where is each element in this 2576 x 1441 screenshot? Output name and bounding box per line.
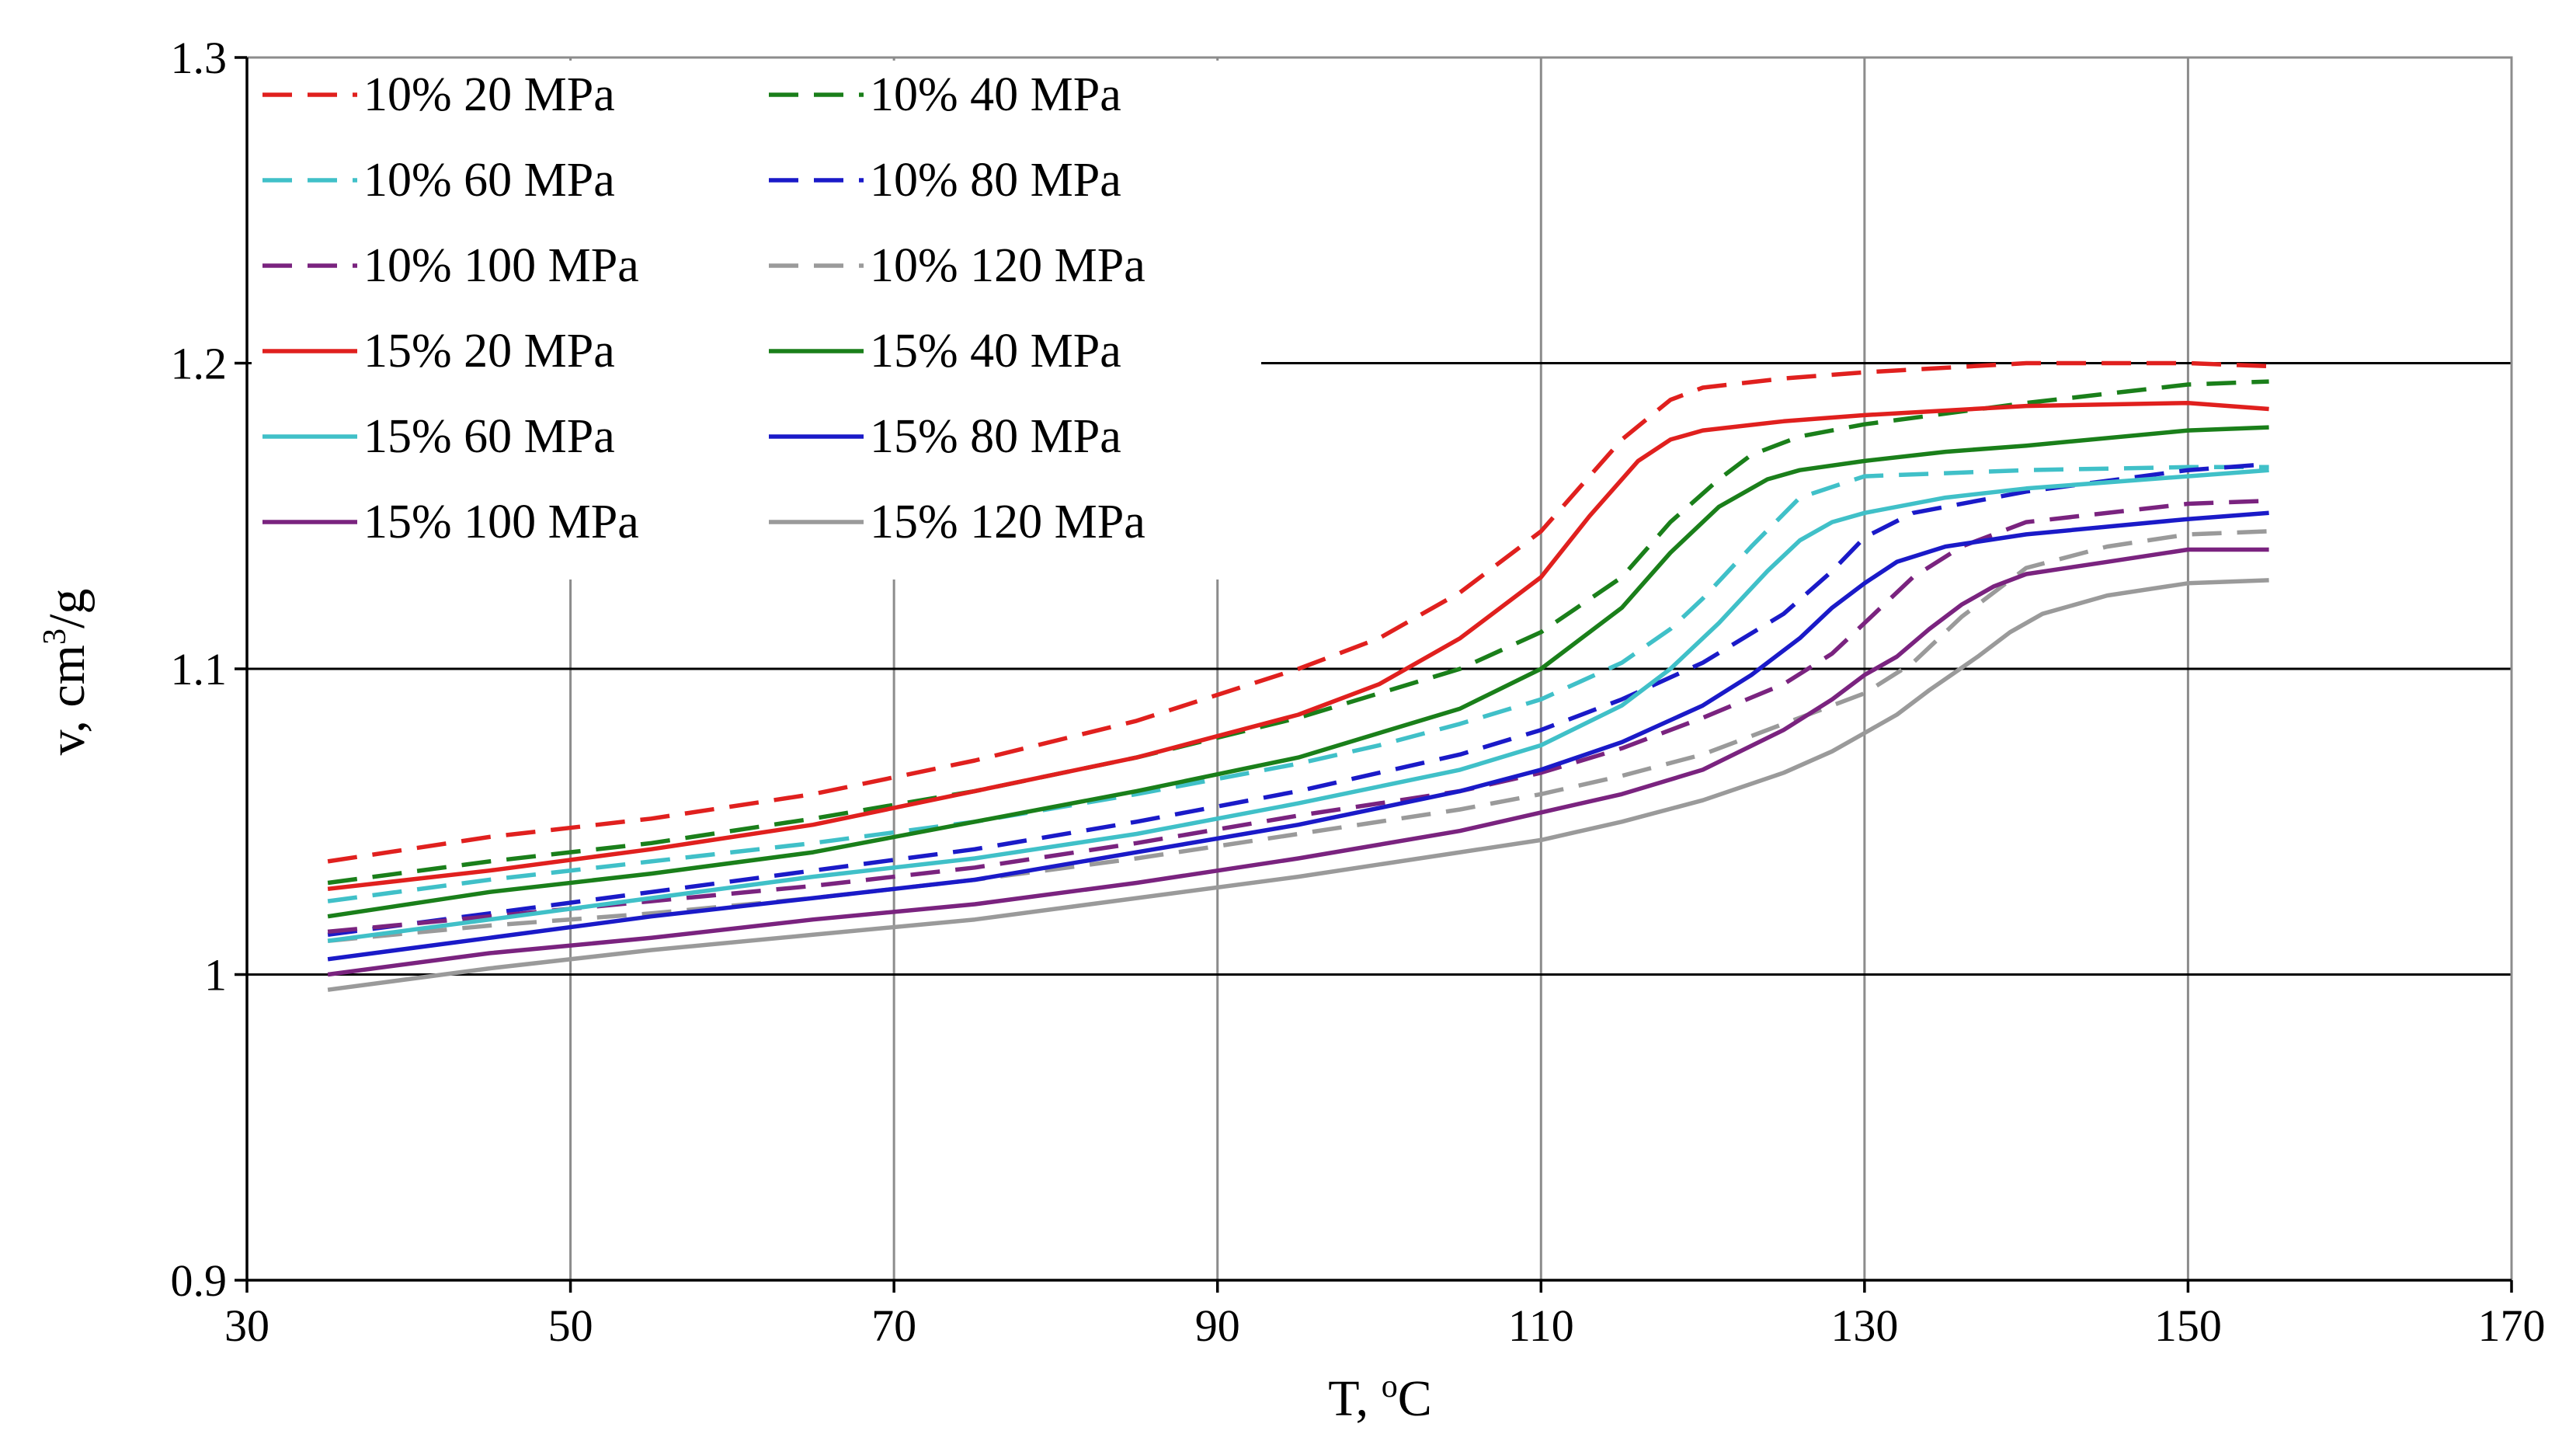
legend: 10% 20 MPa 10% 40 MPa 10% 60 MPa 10% 80 MPa… xyxy=(252,61,1261,580)
x-axis-title: T, oC xyxy=(1328,1369,1431,1427)
x-tick-label: 110 xyxy=(1508,1300,1574,1351)
series-line-5 xyxy=(327,529,2269,943)
x-tick-label: 90 xyxy=(1195,1300,1240,1351)
x-tick-label: 150 xyxy=(2154,1300,2222,1351)
legend-label: 10% 20 MPa xyxy=(363,68,615,121)
legend-label: 15% 40 MPa xyxy=(870,325,1121,378)
y-tick-label: 0.9 xyxy=(171,1255,228,1306)
x-tick-label: 130 xyxy=(1830,1300,1898,1351)
x-tick-label: 70 xyxy=(871,1300,916,1351)
series-line-8 xyxy=(327,468,2269,943)
plot-series xyxy=(327,360,2269,992)
series-line-2 xyxy=(327,465,2269,903)
series-line-7 xyxy=(327,425,2269,919)
legend-label: 15% 20 MPa xyxy=(363,325,615,378)
y-tick-label: 1.3 xyxy=(171,33,228,83)
legend-label: 10% 60 MPa xyxy=(363,154,615,207)
axes: 0.9 1 1.1 1.2 1.3 30 50 70 90 110 130 150 170 xyxy=(171,33,2546,1351)
series-line-0 xyxy=(327,360,2269,864)
y-tick-label: 1.1 xyxy=(171,644,228,694)
x-tick-label: 50 xyxy=(548,1300,593,1351)
legend-label: 10% 40 MPa xyxy=(870,68,1121,121)
legend-label: 10% 100 MPa xyxy=(363,239,639,292)
legend-label: 10% 120 MPa xyxy=(870,239,1145,292)
legend-label: 15% 80 MPa xyxy=(870,410,1121,463)
series-line-1 xyxy=(327,379,2269,886)
y-axis-title: v, cm3/g xyxy=(37,589,96,756)
legend-label: 15% 120 MPa xyxy=(870,496,1145,548)
axis-labels: T, oC v, cm3/g xyxy=(37,589,1432,1427)
legend-label: 10% 80 MPa xyxy=(870,154,1121,207)
x-tick-label: 30 xyxy=(224,1300,269,1351)
series-line-3 xyxy=(327,461,2269,938)
legend-label: 15% 60 MPa xyxy=(363,410,615,463)
series-line-4 xyxy=(327,498,2269,935)
series-line-9 xyxy=(327,510,2269,962)
series-line-6 xyxy=(327,400,2269,892)
x-tick-label: 170 xyxy=(2478,1300,2546,1351)
y-tick-label: 1 xyxy=(204,950,227,1001)
legend-label: 15% 100 MPa xyxy=(363,496,639,548)
y-tick-label: 1.2 xyxy=(171,339,228,389)
series-line-11 xyxy=(327,578,2269,992)
series-line-10 xyxy=(327,547,2269,977)
legend-background xyxy=(252,61,1261,580)
